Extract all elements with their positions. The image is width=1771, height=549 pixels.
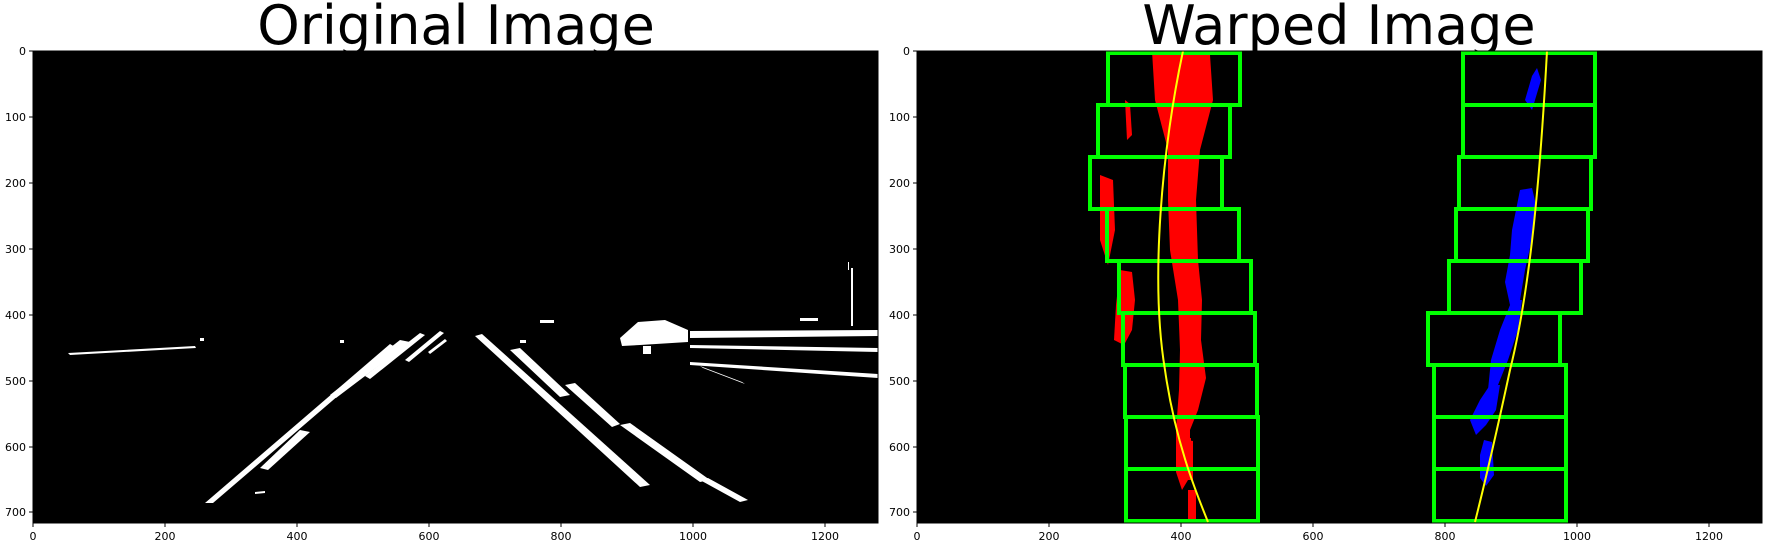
x-tick-label: 800 bbox=[551, 530, 572, 543]
x-tick-label: 0 bbox=[914, 530, 921, 543]
x-tick-label: 600 bbox=[419, 530, 440, 543]
y-tick-label: 300 bbox=[889, 243, 910, 256]
original-binary-image bbox=[33, 51, 878, 523]
left-panel: Original Image bbox=[5, 0, 879, 543]
x-tick-label: 200 bbox=[1039, 530, 1060, 543]
y-tick-label: 100 bbox=[889, 111, 910, 124]
y-tick-label: 0 bbox=[19, 45, 26, 58]
left-axes-frame bbox=[32, 50, 879, 524]
y-tick-label: 0 bbox=[903, 45, 910, 58]
x-tick-label: 1000 bbox=[679, 530, 707, 543]
y-tick-label: 700 bbox=[889, 506, 910, 519]
right-x-axis: 0 200 400 600 800 1000 1200 bbox=[914, 523, 1723, 543]
y-tick-label: 500 bbox=[889, 375, 910, 388]
y-tick-label: 100 bbox=[5, 111, 26, 124]
left-window-9 bbox=[1124, 467, 1260, 523]
right-panel-title: Warped Image bbox=[1142, 0, 1535, 57]
x-tick-label: 600 bbox=[1303, 530, 1324, 543]
left-x-axis: 0 200 400 600 800 1000 1200 bbox=[30, 523, 839, 543]
y-tick-label: 300 bbox=[5, 243, 26, 256]
y-tick-label: 400 bbox=[5, 309, 26, 322]
right-window-9 bbox=[1432, 467, 1568, 523]
y-tick-label: 400 bbox=[889, 309, 910, 322]
left-lane-fit-curve bbox=[1157, 50, 1209, 523]
warped-binary-image bbox=[917, 50, 1762, 523]
x-tick-label: 0 bbox=[30, 530, 37, 543]
x-tick-label: 1000 bbox=[1563, 530, 1591, 543]
x-tick-label: 400 bbox=[1171, 530, 1192, 543]
right-lane-pixels bbox=[1470, 68, 1541, 486]
right-panel: Warped Image bbox=[889, 0, 1763, 543]
right-lane-fit-curve bbox=[1474, 50, 1548, 523]
y-tick-label: 700 bbox=[5, 506, 26, 519]
y-tick-label: 600 bbox=[889, 441, 910, 454]
x-tick-label: 800 bbox=[1435, 530, 1456, 543]
left-y-axis: 0 100 200 300 400 500 600 700 bbox=[5, 45, 33, 519]
y-tick-label: 200 bbox=[5, 177, 26, 190]
x-tick-label: 400 bbox=[287, 530, 308, 543]
right-axes-frame bbox=[916, 50, 1763, 524]
left-panel-title: Original Image bbox=[257, 0, 655, 57]
y-tick-label: 200 bbox=[889, 177, 910, 190]
x-tick-label: 1200 bbox=[811, 530, 839, 543]
y-tick-label: 600 bbox=[5, 441, 26, 454]
right-y-axis: 0 100 200 300 400 500 600 700 bbox=[889, 45, 917, 519]
x-tick-label: 200 bbox=[155, 530, 176, 543]
y-tick-label: 500 bbox=[5, 375, 26, 388]
x-tick-label: 1200 bbox=[1695, 530, 1723, 543]
